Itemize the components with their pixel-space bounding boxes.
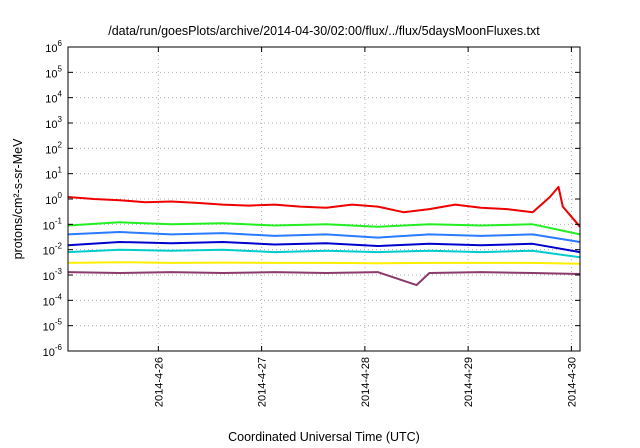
series-line-5	[67, 248, 581, 259]
series-line-3	[67, 231, 581, 243]
series-line-2	[67, 221, 581, 236]
y-tick-label: 104	[45, 90, 62, 106]
y-tick-label: 101	[45, 166, 62, 182]
y-tick-label: 10-1	[43, 216, 63, 232]
series-layer	[67, 185, 581, 287]
x-axis-label: Coordinated Universal Time (UTC)	[228, 430, 420, 444]
series-line-6	[67, 261, 581, 265]
y-tick-label: 10-2	[43, 242, 63, 258]
y-tick-label: 103	[45, 115, 62, 131]
x-tick-label: 2014-4-26	[153, 357, 165, 407]
series-line-4	[67, 241, 581, 254]
series-line-1	[67, 185, 581, 228]
y-tick-label: 106	[45, 39, 62, 55]
y-tick-label: 10-3	[43, 267, 63, 283]
y-tick-label: 102	[45, 140, 62, 156]
grid-layer	[68, 47, 580, 351]
x-tick-layer: 2014-4-26 2014-4-27 2014-4-28 2014-4-29 2014…	[153, 47, 578, 407]
y-tick-label: 10-4	[43, 292, 63, 308]
x-tick-label: 2014-4-27	[257, 357, 269, 407]
chart-title: /data/run/goesPlots/archive/2014-04-30/0…	[108, 24, 540, 38]
x-tick-label: 2014-4-30	[566, 357, 578, 407]
series-line-7	[67, 271, 581, 287]
y-tick-label: 10-6	[43, 343, 63, 359]
x-tick-label: 2014-4-28	[360, 357, 372, 407]
y-tick-layer: 10-6 10-5 10-4 10-3 10-2 10-1 100 101 102 103 104 1…	[43, 39, 580, 359]
y-tick-label: 10-5	[43, 318, 63, 334]
y-tick-label: 105	[45, 64, 62, 80]
y-axis-label: protons/cm²-s-sr-MeV	[11, 138, 25, 260]
y-tick-label: 100	[45, 191, 62, 207]
x-tick-label: 2014-4-29	[463, 357, 475, 407]
